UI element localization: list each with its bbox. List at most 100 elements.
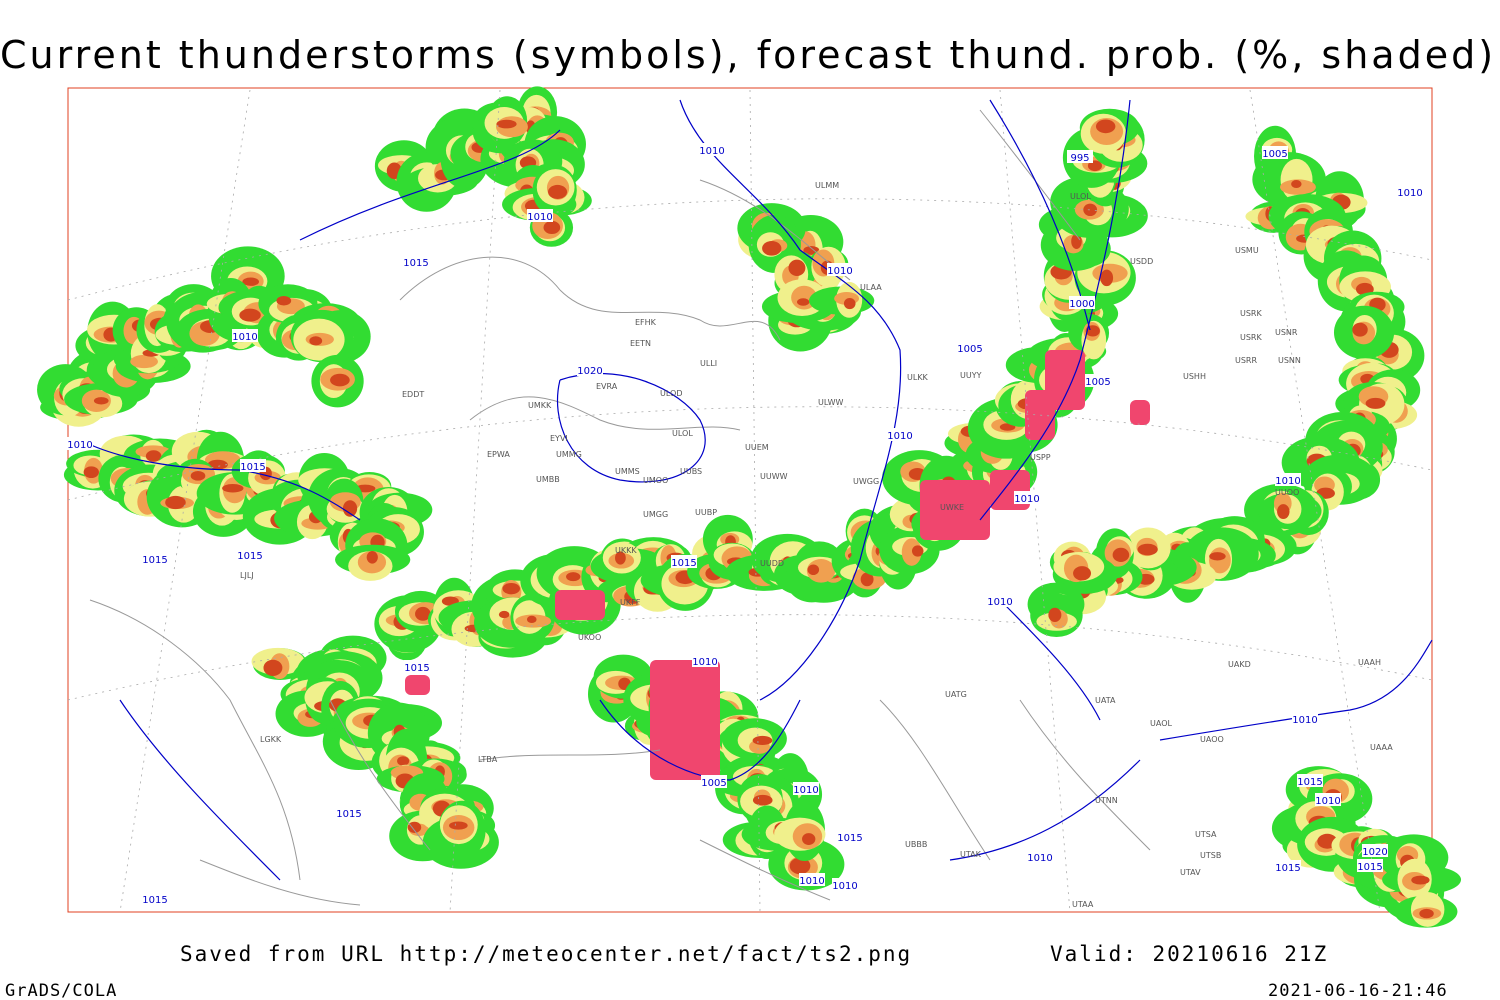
- isobar: [79, 99, 1433, 881]
- shade-blob: [752, 735, 773, 746]
- shade-blob: [1365, 397, 1386, 409]
- shade-blob: [860, 572, 874, 587]
- station-label: UKKK: [615, 546, 637, 555]
- high-probability-area: [1045, 350, 1085, 410]
- station-label: UBBB: [905, 840, 927, 849]
- isobar-label: 1010: [832, 881, 857, 892]
- isobar-label-bg: [1275, 860, 1301, 873]
- shade-blob: [222, 484, 244, 493]
- isobar-label-bg: [232, 329, 258, 342]
- shade-blob: [796, 298, 810, 306]
- isobar-label: 995: [1070, 153, 1089, 164]
- station-label: ULAA: [860, 283, 882, 292]
- isobar-label-bg: [957, 341, 983, 354]
- shade-blob: [1048, 607, 1062, 623]
- isobar-label-bg: [1014, 491, 1040, 504]
- isobar-label-bg: [701, 775, 727, 788]
- isobar-label: 1005: [1085, 377, 1110, 388]
- station-label: EDDT: [402, 390, 424, 399]
- station-label: USRK: [1240, 333, 1262, 342]
- isobar-label-bg: [404, 660, 430, 673]
- shade-blob: [789, 857, 811, 875]
- shade-blob: [788, 259, 806, 277]
- shade-blob: [1291, 180, 1302, 189]
- software-credit: GrADS/COLA: [5, 981, 117, 1000]
- isobar-label: 1020: [577, 366, 602, 377]
- isobar-label-bg: [887, 428, 913, 441]
- isobar-label-bg: [1262, 146, 1288, 159]
- station-label: UMBB: [536, 475, 560, 484]
- station-label: ULMM: [815, 181, 839, 190]
- station-label: USDD: [1130, 257, 1153, 266]
- station-label: UUEM: [745, 443, 769, 452]
- station-label: ULOL: [672, 429, 693, 438]
- isobar-label-bg: [527, 209, 553, 222]
- isobar-label-bg: [237, 548, 263, 561]
- shade-blob: [1137, 543, 1158, 556]
- shade-blob: [807, 564, 820, 575]
- station-label: UKFF: [620, 598, 641, 607]
- station-label: USNN: [1278, 356, 1301, 365]
- shade-blob: [1095, 119, 1116, 134]
- station-label: UUYY: [960, 371, 982, 380]
- isobar-label: 1010: [527, 212, 552, 223]
- shade-blob: [1112, 547, 1130, 562]
- isobar-label: 1010: [699, 146, 724, 157]
- isobar-label-bg: [403, 255, 429, 268]
- shade-blob: [330, 373, 350, 387]
- shade-blob: [901, 538, 922, 566]
- shade-blob: [1087, 160, 1102, 172]
- isobar-label-bg: [987, 594, 1013, 607]
- isobar-label: 1015: [142, 895, 167, 906]
- shade-blob: [263, 659, 283, 677]
- isobar-label: 1005: [701, 778, 726, 789]
- shade-blob: [366, 551, 378, 564]
- isobar-label: 1015: [240, 462, 265, 473]
- isobar-label-bg: [1292, 712, 1318, 725]
- isobar-label: 1010: [1397, 188, 1422, 199]
- station-label: UATA: [1095, 696, 1116, 705]
- station-label: USRK: [1240, 309, 1262, 318]
- shade-blob: [415, 606, 431, 621]
- high-probability-area: [1130, 400, 1150, 425]
- shade-blob: [93, 397, 109, 405]
- station-label: UUDD: [760, 559, 784, 568]
- station-label: UUBS: [680, 467, 702, 476]
- station-label: UTNN: [1095, 796, 1118, 805]
- station-label: LTBA: [478, 755, 498, 764]
- station-label: UUBP: [695, 508, 717, 517]
- shade-blob: [1083, 203, 1098, 217]
- shade-blob: [762, 241, 782, 256]
- isobar-label: 1020: [1362, 847, 1387, 858]
- station-label: USMU: [1235, 246, 1259, 255]
- isobar-label: 1015: [142, 555, 167, 566]
- station-label: UTSB: [1200, 851, 1221, 860]
- shade-blob: [1209, 552, 1226, 561]
- shade-blob: [566, 572, 581, 582]
- shade-blob: [276, 296, 292, 306]
- valid-time: Valid: 20210616 21Z: [1050, 942, 1328, 966]
- isobar-label-bg: [1362, 844, 1388, 857]
- station-label: ULWW: [818, 398, 843, 407]
- isobar-label: 1010: [1014, 494, 1039, 505]
- isobar-label-bg: [799, 873, 825, 886]
- isobar-label: 1000: [1069, 299, 1094, 310]
- station-label: EFHK: [635, 318, 657, 327]
- isobar-label-bg: [142, 552, 168, 565]
- isobar-label: 1010: [827, 266, 852, 277]
- shade-blob: [130, 354, 158, 369]
- station-label: USPP: [1030, 453, 1051, 462]
- shade-blob: [615, 551, 626, 565]
- station-label: EVRA: [596, 382, 618, 391]
- station-label: UUOO: [1275, 488, 1299, 497]
- shade-blob: [911, 545, 924, 557]
- isobar-label: 1015: [1297, 777, 1322, 788]
- isobar-label: 1010: [1315, 796, 1340, 807]
- isobar-label: 1015: [336, 809, 361, 820]
- isobar-label-bg: [577, 363, 603, 376]
- station-label: USNR: [1275, 328, 1298, 337]
- station-label: USRR: [1235, 356, 1257, 365]
- station-label: UMOO: [643, 476, 668, 485]
